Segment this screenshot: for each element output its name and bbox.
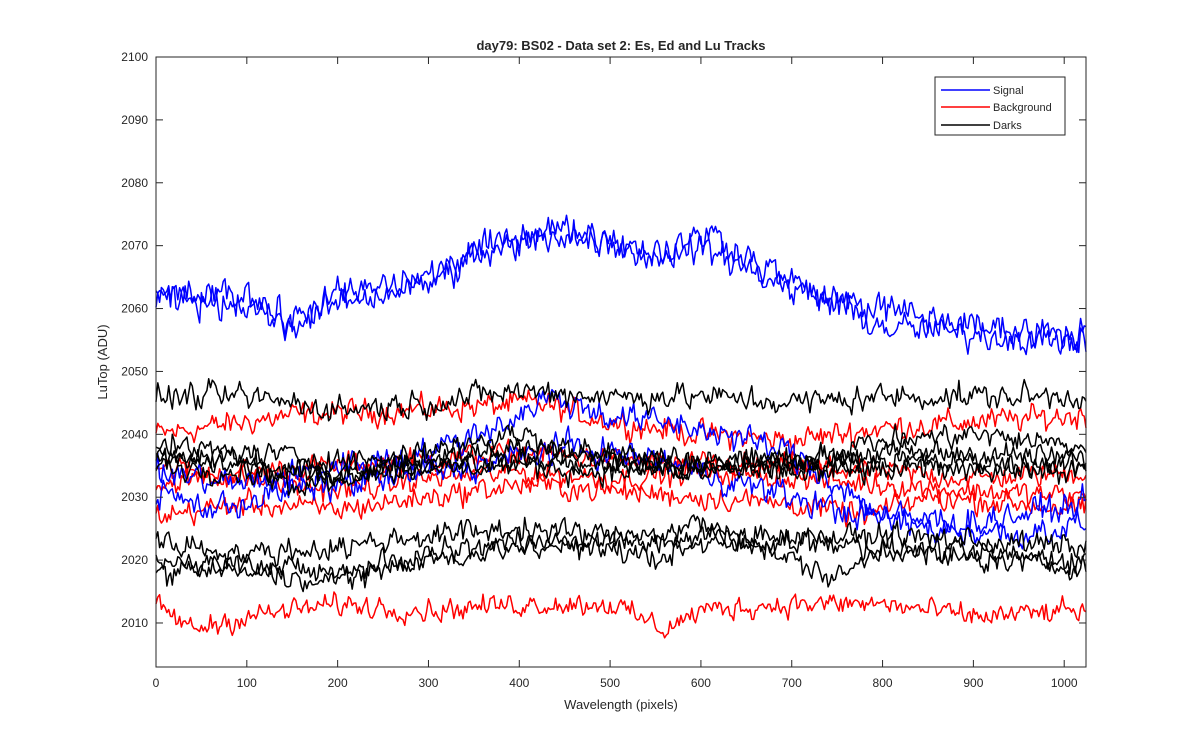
legend: Signal Background Darks [934,76,1066,136]
chart-title: day79: BS02 - Data set 2: Es, Ed and Lu … [476,38,765,53]
y-tick-label: 2050 [121,364,148,378]
legend-label-background: Background [993,102,1052,114]
x-tick-label: 1000 [1051,676,1078,690]
x-tick-label: 300 [418,676,438,690]
x-tick-label: 700 [782,676,802,690]
series-line-darks-12 [155,447,1087,492]
y-tick-label: 2080 [121,176,148,190]
series-line-darks-14 [155,516,1087,568]
series-line-darks-15 [155,524,1086,593]
x-tick-label: 500 [600,676,620,690]
y-tick-label: 2060 [121,302,148,316]
series-line-background-7 [155,474,1087,528]
y-tick-label: 2040 [121,427,148,441]
x-tick-label: 400 [509,676,529,690]
series-line-background-8 [155,591,1087,639]
legend-label-darks: Darks [993,120,1022,132]
series-line-signal-1 [155,224,1087,356]
legend-label-signal: Signal [993,85,1024,97]
y-tick-label: 2030 [121,490,148,504]
series-line-darks-13 [155,423,1087,497]
x-axis: 0 100 200 300 400 500 600 700 800 900 1000 [153,57,1078,690]
series-layer [155,214,1087,639]
x-tick-label: 900 [963,676,983,690]
y-tick-label: 2020 [121,553,148,567]
x-axis-label: Wavelength (pixels) [564,697,678,712]
x-tick-label: 100 [237,676,257,690]
series-line-darks-9 [155,377,1087,422]
y-axis-label: LuTop (ADU) [95,324,110,399]
x-tick-label: 0 [153,676,160,690]
y-tick-label: 2010 [121,616,148,630]
series-line-background-5 [155,438,1087,494]
x-tick-label: 800 [873,676,893,690]
y-tick-label: 2070 [121,239,148,253]
series-line-background-6 [155,457,1087,508]
y-tick-label: 2090 [121,113,148,127]
x-tick-label: 200 [328,676,348,690]
series-line-darks-16 [155,514,1087,588]
series-line-darks-11 [155,452,1087,489]
x-tick-label: 600 [691,676,711,690]
y-axis: 2010 2020 2030 2040 2050 2060 2070 2080 2090 2100 [121,50,1086,630]
plot-frame [155,56,1087,668]
plot-area [156,57,1086,667]
y-tick-label: 2100 [121,50,148,64]
